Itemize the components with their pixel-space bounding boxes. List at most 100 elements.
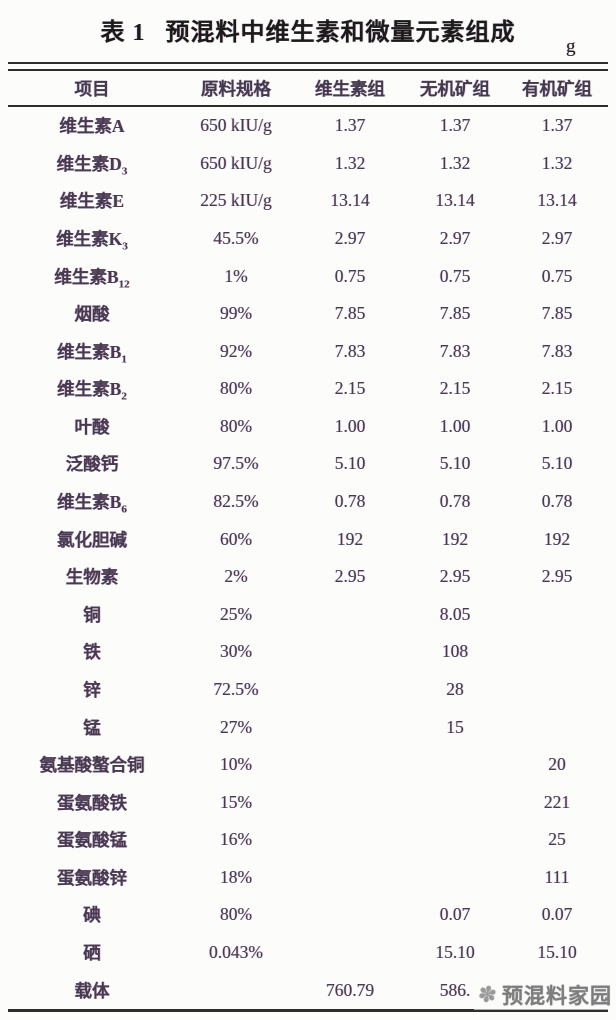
cell-spec: 16% [219, 829, 253, 850]
cell-item: 生物素 [65, 567, 119, 588]
table-header-rule [8, 105, 608, 107]
cell-item: 氨基酸螯合铜 [39, 755, 145, 776]
table-row: 维生素A 650 kIU/g 1.37 1.37 1.37 [8, 107, 608, 145]
cell-inorganic: 2.15 [439, 378, 471, 399]
cell-inorganic: 0.07 [439, 904, 471, 925]
watermark-label: 预混料家园 [502, 984, 612, 1008]
cell-organic: 15.10 [537, 942, 577, 962]
cell-spec: 225 kIU/g [200, 190, 272, 211]
cell-organic: 2.97 [541, 228, 573, 249]
table-row: 维生素B12 1% 0.75 0.75 0.75 [8, 257, 608, 295]
cell-item: 铁 [83, 642, 101, 663]
table-title-text: 预混料中维生素和微量元素组成 [165, 20, 516, 46]
cell-item: 维生素K3 [56, 229, 128, 253]
cell-vitamin: 1.00 [334, 415, 366, 436]
page-title: 表 1 预混料中维生素和微量元素组成 [0, 12, 616, 47]
cell-item: 锌 [83, 679, 101, 700]
cell-organic: 1.32 [541, 152, 573, 173]
cell-item: 泛酸钙 [65, 454, 119, 475]
cell-inorganic: 586. [439, 979, 471, 1000]
watermark: ✽ 预混料家园 [473, 980, 612, 1010]
table-row: 氨基酸螯合铜 10% 20 [8, 746, 608, 784]
cell-inorganic: 15 [446, 716, 464, 737]
table-row: 载体 760.79 586. [8, 971, 608, 1009]
table-row: 锌 72.5% 28 [8, 671, 608, 709]
cell-spec: 30% [219, 641, 253, 662]
table-row: 维生素E 225 kIU/g 13.14 13.14 13.14 [8, 182, 608, 220]
table-row: 生物素 2% 2.95 2.95 2.95 [8, 558, 608, 596]
cell-item: 铜 [83, 604, 101, 625]
header-cell-spec: 原料规格 [201, 78, 271, 99]
table-bottom-rule [8, 1008, 608, 1012]
table-row: 维生素B1 92% 7.83 7.83 7.83 [8, 332, 608, 370]
cell-vitamin: 192 [336, 528, 364, 549]
cell-spec: 80% [219, 378, 253, 399]
cell-spec: 650 kIU/g [200, 152, 272, 173]
cell-spec: 0.043% [209, 942, 263, 962]
cell-spec: 97.5% [213, 453, 259, 474]
table-row: 铁 30% 108 [8, 633, 608, 671]
cell-spec: 27% [219, 716, 253, 737]
header-cell-item: 项目 [74, 78, 110, 99]
cell-inorganic: 7.83 [439, 340, 471, 361]
cell-item: 载体 [74, 980, 110, 1001]
cell-item: 维生素B2 [57, 379, 127, 403]
composition-table: 项目 原料规格 维生素组 无机矿组 有机矿组 维生素A 650 kIU/g 1.… [8, 62, 608, 1012]
cell-vitamin: 2.95 [334, 566, 366, 587]
cell-organic: 0.75 [541, 265, 573, 286]
cell-inorganic: 0.78 [439, 491, 471, 512]
cell-spec: 92% [219, 340, 253, 361]
cell-inorganic: 1.32 [439, 152, 471, 173]
table-row: 蛋氨酸锌 18% 111 [8, 859, 608, 897]
cell-item: 氯化胆碱 [57, 529, 127, 550]
cell-spec: 18% [219, 866, 253, 887]
header-cell-organic: 有机矿组 [522, 78, 592, 99]
header-cell-vitamin: 维生素组 [315, 78, 385, 99]
cell-vitamin: 760.79 [325, 979, 375, 1000]
cell-spec: 1% [224, 265, 248, 286]
table-row: 叶酸 80% 1.00 1.00 1.00 [8, 408, 608, 446]
cell-organic: 25 [548, 829, 566, 850]
unit-label: g [566, 36, 576, 57]
table-number-label: 表 1 [100, 20, 146, 46]
cell-inorganic: 1.00 [439, 415, 471, 436]
table-row: 烟酸 99% 7.85 7.85 7.85 [8, 295, 608, 333]
cell-organic: 13.14 [537, 190, 577, 211]
cell-vitamin: 1.32 [334, 152, 366, 173]
cell-inorganic: 2.97 [439, 228, 471, 249]
cell-vitamin: 0.78 [334, 491, 366, 512]
table-row: 氯化胆碱 60% 192 192 192 [8, 520, 608, 558]
cell-item: 维生素A [59, 116, 125, 137]
table-top-rule [8, 62, 608, 71]
cell-vitamin: 7.85 [334, 303, 366, 324]
cell-organic: 20 [548, 754, 566, 775]
cell-inorganic: 192 [441, 528, 469, 549]
cell-spec: 15% [219, 791, 253, 812]
table-row: 铜 25% 8.05 [8, 596, 608, 634]
table-row: 蛋氨酸铁 15% 221 [8, 783, 608, 821]
cell-organic: 5.10 [541, 453, 573, 474]
cell-item: 叶酸 [74, 416, 110, 437]
cell-item: 碘 [83, 905, 101, 926]
table-row: 碘 80% 0.07 0.07 [8, 896, 608, 934]
cell-inorganic: 13.14 [435, 190, 475, 211]
cell-item: 锰 [83, 717, 101, 738]
cell-vitamin: 7.83 [334, 340, 366, 361]
table-row: 泛酸钙 97.5% 5.10 5.10 5.10 [8, 445, 608, 483]
cell-inorganic: 28 [446, 678, 464, 699]
header-cell-inorganic: 无机矿组 [420, 78, 490, 99]
cell-inorganic: 5.10 [439, 453, 471, 474]
table-row: 维生素K3 45.5% 2.97 2.97 2.97 [8, 220, 608, 258]
table-header-row: 项目 原料规格 维生素组 无机矿组 有机矿组 [8, 71, 608, 105]
cell-spec: 72.5% [213, 678, 259, 699]
cell-vitamin: 1.37 [334, 115, 366, 136]
cell-spec: 60% [219, 528, 253, 549]
table-row: 硒 0.043% 15.10 15.10 [8, 934, 608, 972]
cell-organic: 7.85 [541, 303, 573, 324]
cell-spec: 99% [219, 303, 253, 324]
cell-spec: 82.5% [213, 491, 259, 512]
cell-organic: 0.07 [541, 904, 573, 925]
table-row: 维生素D3 650 kIU/g 1.32 1.32 1.32 [8, 145, 608, 183]
cell-item: 维生素E [59, 191, 125, 212]
